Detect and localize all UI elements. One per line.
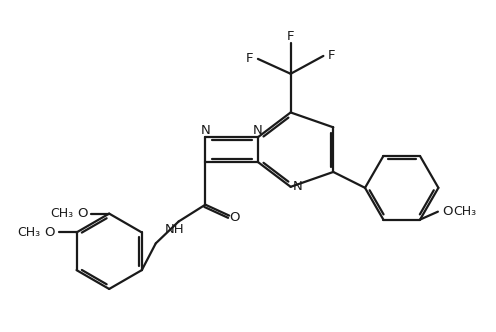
Text: N: N <box>253 124 263 137</box>
Text: O: O <box>442 205 452 218</box>
Text: N: N <box>293 180 303 193</box>
Text: F: F <box>327 49 335 62</box>
Text: F: F <box>287 30 295 42</box>
Text: O: O <box>77 207 87 220</box>
Text: NH: NH <box>165 223 185 236</box>
Text: CH₃: CH₃ <box>51 207 73 220</box>
Text: F: F <box>246 52 254 65</box>
Text: O: O <box>44 226 55 239</box>
Text: CH₃: CH₃ <box>453 205 476 218</box>
Text: N: N <box>200 124 210 137</box>
Text: O: O <box>229 211 240 224</box>
Text: CH₃: CH₃ <box>18 226 41 239</box>
